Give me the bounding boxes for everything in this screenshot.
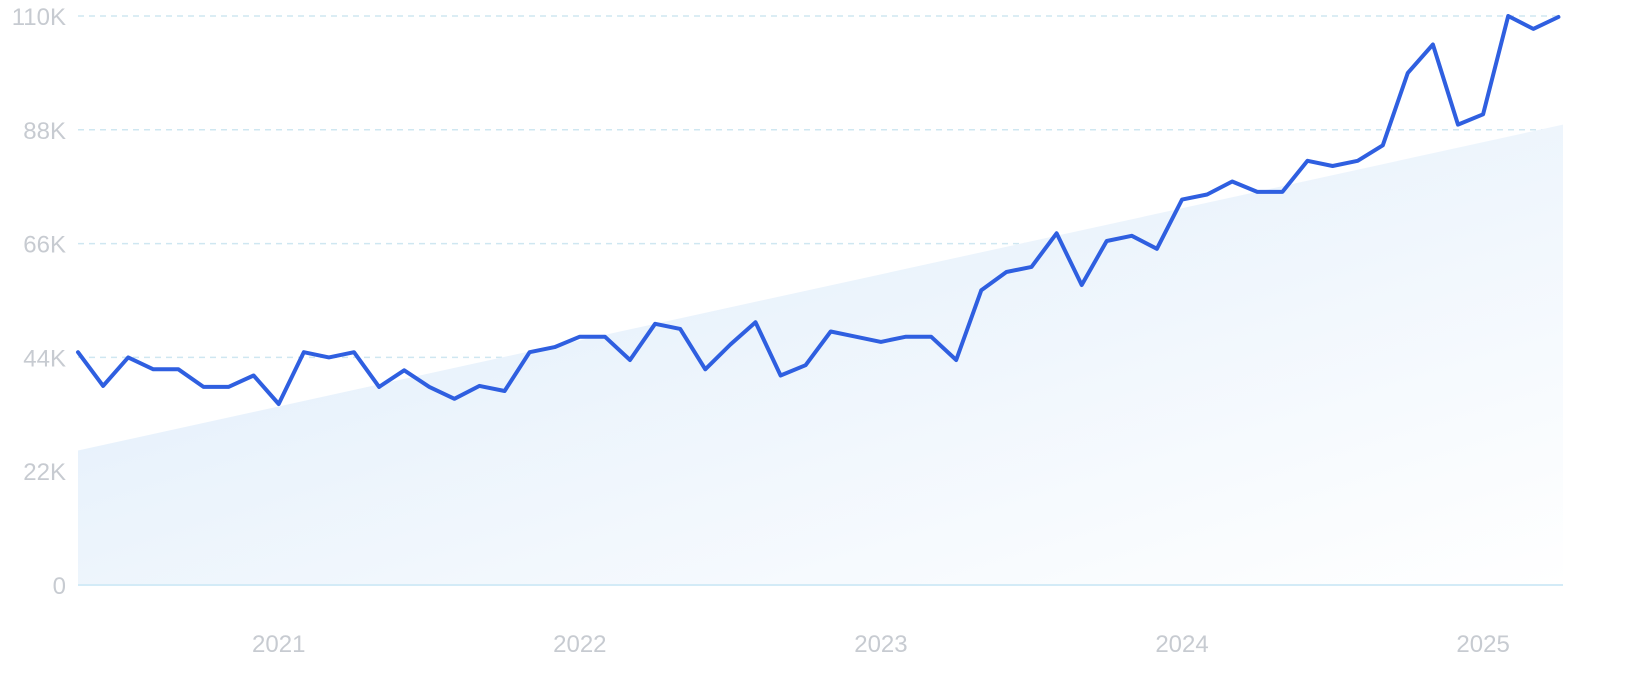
trend-area-shape bbox=[78, 124, 1563, 586]
y-axis-ticks: 0 22K 44K 66K 88K 110K bbox=[12, 4, 66, 600]
y-tick-label: 22K bbox=[23, 459, 66, 486]
x-tick-label: 2025 bbox=[1456, 631, 1509, 658]
x-tick-label: 2024 bbox=[1155, 631, 1208, 658]
y-tick-label: 110K bbox=[12, 4, 66, 31]
x-axis-ticks: 2021 2022 2023 2024 2025 bbox=[252, 631, 1510, 658]
y-tick-label: 0 bbox=[53, 573, 66, 600]
x-tick-label: 2023 bbox=[854, 631, 907, 658]
x-tick-label: 2022 bbox=[553, 631, 606, 658]
series-lines bbox=[76, 14, 1561, 406]
y-tick-label: 44K bbox=[23, 345, 66, 372]
x-tick-label: 2021 bbox=[252, 631, 305, 658]
y-tick-label: 66K bbox=[23, 232, 66, 259]
y-tick-label: 88K bbox=[23, 118, 66, 145]
trend-area bbox=[78, 124, 1563, 586]
series-line bbox=[76, 14, 1561, 406]
